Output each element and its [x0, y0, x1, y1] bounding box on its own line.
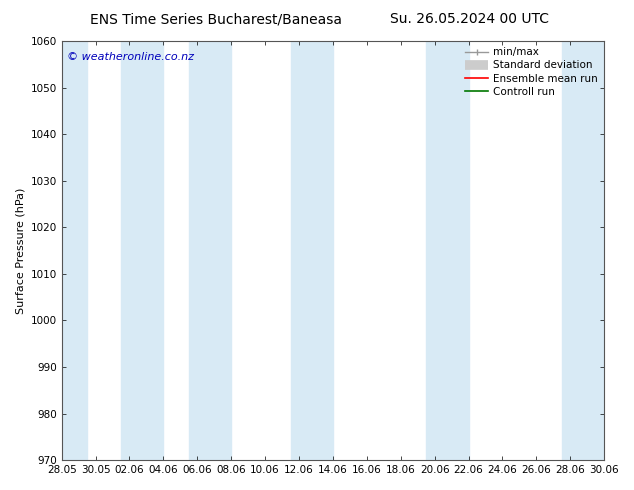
Y-axis label: Surface Pressure (hPa): Surface Pressure (hPa) — [15, 187, 25, 314]
Bar — [290, 41, 333, 460]
Text: Su. 26.05.2024 00 UTC: Su. 26.05.2024 00 UTC — [390, 12, 548, 26]
Text: ENS Time Series Bucharest/Baneasa: ENS Time Series Bucharest/Baneasa — [89, 12, 342, 26]
Bar — [61, 41, 87, 460]
Text: © weatheronline.co.nz: © weatheronline.co.nz — [67, 51, 194, 62]
Bar — [189, 41, 231, 460]
Bar — [426, 41, 469, 460]
Bar — [562, 41, 604, 460]
Bar — [121, 41, 164, 460]
Legend: min/max, Standard deviation, Ensemble mean run, Controll run: min/max, Standard deviation, Ensemble me… — [461, 43, 602, 101]
